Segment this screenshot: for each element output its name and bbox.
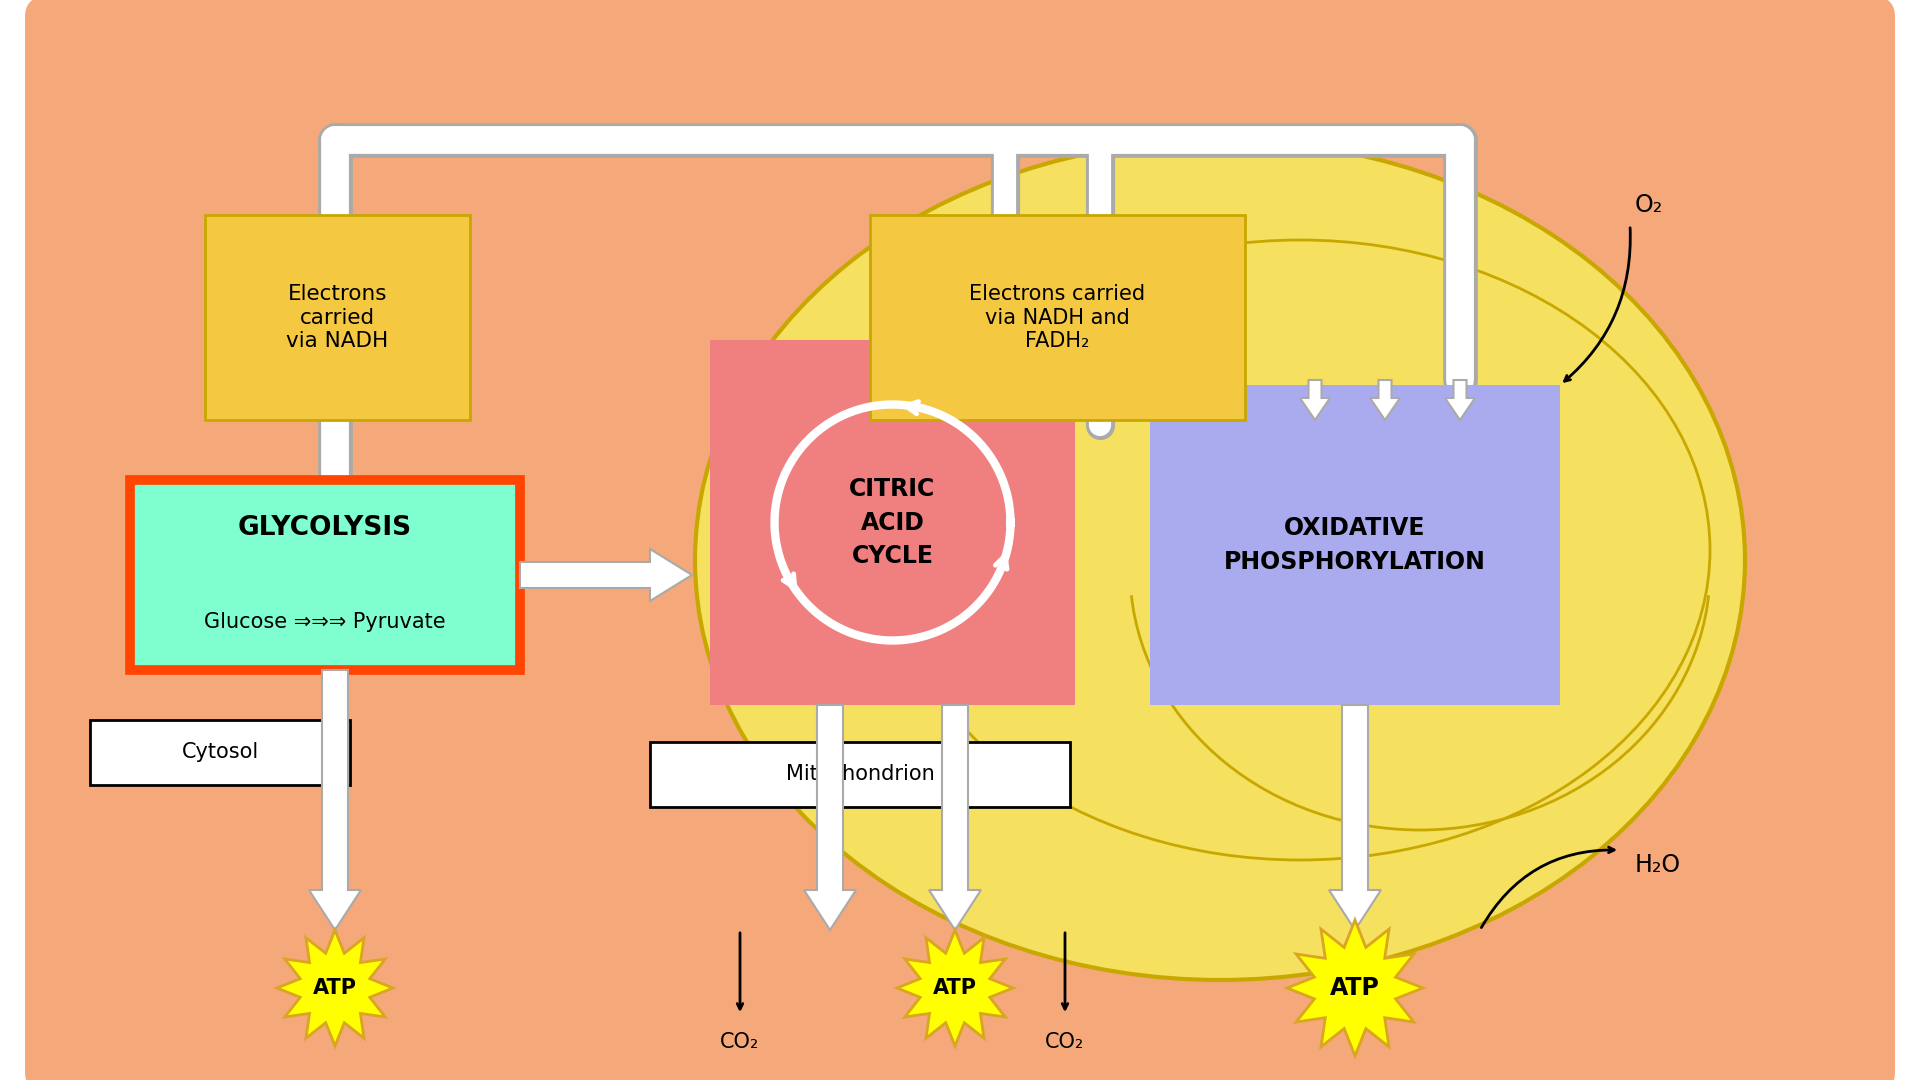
Text: ATP: ATP bbox=[313, 978, 357, 998]
Text: CO₂: CO₂ bbox=[720, 1032, 760, 1052]
Text: Electrons
carried
via NADH: Electrons carried via NADH bbox=[286, 284, 388, 351]
FancyBboxPatch shape bbox=[25, 0, 1895, 1080]
FancyArrow shape bbox=[1371, 380, 1400, 420]
Text: OXIDATIVE
PHOSPHORYLATION: OXIDATIVE PHOSPHORYLATION bbox=[1225, 516, 1486, 573]
Polygon shape bbox=[276, 930, 394, 1047]
Text: CO₂: CO₂ bbox=[1044, 1032, 1085, 1052]
Text: Mitochondrion: Mitochondrion bbox=[785, 765, 935, 784]
FancyArrow shape bbox=[1329, 705, 1380, 930]
FancyBboxPatch shape bbox=[1150, 384, 1559, 705]
FancyBboxPatch shape bbox=[90, 720, 349, 785]
Text: Electrons carried
via NADH and
FADH₂: Electrons carried via NADH and FADH₂ bbox=[970, 284, 1146, 351]
Text: Glucose ⇒⇒⇒ Pyruvate: Glucose ⇒⇒⇒ Pyruvate bbox=[204, 612, 445, 632]
FancyBboxPatch shape bbox=[651, 742, 1069, 807]
Text: ATP: ATP bbox=[1331, 976, 1380, 1000]
Text: Cytosol: Cytosol bbox=[180, 743, 259, 762]
FancyArrow shape bbox=[309, 670, 361, 930]
FancyBboxPatch shape bbox=[131, 480, 520, 670]
Polygon shape bbox=[897, 930, 1014, 1047]
Text: O₂: O₂ bbox=[1636, 193, 1663, 217]
FancyArrow shape bbox=[929, 705, 981, 930]
FancyArrow shape bbox=[804, 705, 856, 930]
Text: CITRIC
ACID
CYCLE: CITRIC ACID CYCLE bbox=[849, 477, 935, 568]
FancyBboxPatch shape bbox=[870, 215, 1244, 420]
FancyArrow shape bbox=[1446, 380, 1475, 420]
Ellipse shape bbox=[695, 140, 1745, 980]
FancyArrow shape bbox=[1300, 380, 1331, 420]
FancyArrow shape bbox=[520, 549, 691, 600]
Polygon shape bbox=[1286, 920, 1423, 1056]
FancyBboxPatch shape bbox=[710, 340, 1075, 705]
Text: H₂O: H₂O bbox=[1636, 853, 1682, 877]
Text: ATP: ATP bbox=[933, 978, 977, 998]
FancyBboxPatch shape bbox=[205, 215, 470, 420]
Text: GLYCOLYSIS: GLYCOLYSIS bbox=[238, 515, 413, 541]
